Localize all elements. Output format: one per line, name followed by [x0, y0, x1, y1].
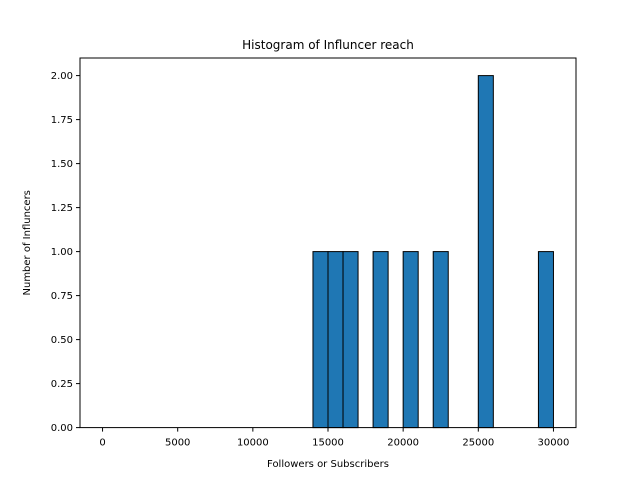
bars-layer	[312, 75, 554, 429]
x-tick-label-2: 10000	[237, 438, 269, 449]
histogram-bar-6	[477, 75, 494, 429]
y-tick-label-8: 2.00	[51, 71, 73, 82]
histogram-bar-3	[372, 251, 389, 429]
y-tick-label-5: 1.25	[51, 203, 73, 214]
histogram-bar-2	[342, 251, 359, 429]
x-tick-label-1: 5000	[165, 438, 190, 449]
histogram-bar-4	[402, 251, 419, 429]
y-tick-label-4: 1.00	[51, 247, 73, 258]
y-tick-label-2: 0.50	[51, 335, 73, 346]
chart-title: Histogram of Influncer reach	[242, 38, 414, 52]
histogram-bar-0	[312, 251, 329, 429]
y-tick-label-7: 1.75	[51, 115, 73, 126]
histogram-bar-1	[327, 251, 344, 429]
x-tick-label-3: 15000	[312, 438, 344, 449]
y-axis-ticks: 0.00 0.25 0.50 0.75 1.00 1.25 1.50 1.75 2.00	[51, 71, 80, 434]
y-tick-label-6: 1.50	[51, 159, 73, 170]
x-axis-label: Followers or Subscribers	[267, 459, 389, 470]
histogram-bar-7	[537, 251, 554, 429]
y-axis-label: Number of Influncers	[22, 190, 33, 295]
x-tick-label-0: 0	[99, 438, 105, 449]
y-tick-label-3: 0.75	[51, 291, 73, 302]
histogram-bar-5	[432, 251, 449, 429]
x-tick-label-6: 30000	[538, 438, 570, 449]
x-tick-label-5: 25000	[462, 438, 494, 449]
x-axis-ticks: 0 5000 10000 15000 20000 25000 30000	[99, 427, 570, 449]
y-tick-label-0: 0.00	[51, 423, 73, 434]
y-tick-label-1: 0.25	[51, 379, 73, 390]
x-tick-label-4: 20000	[387, 438, 419, 449]
